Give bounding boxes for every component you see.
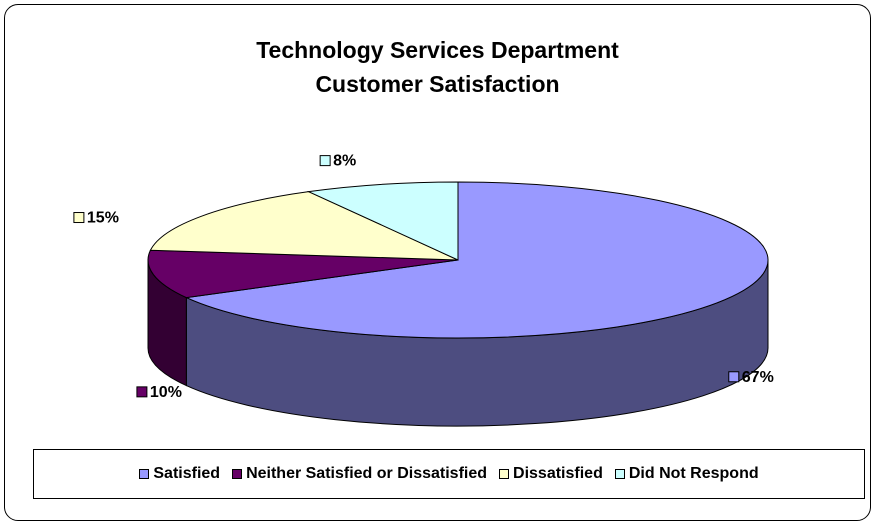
pie-label-did-not-respond: 8% <box>319 153 356 170</box>
legend-swatch-satisfied <box>139 469 150 479</box>
pie-label-swatch-satisfied <box>728 371 740 383</box>
pie-label-neither: 10% <box>136 384 182 401</box>
pie-label-text-did-not-respond: 8% <box>333 153 356 170</box>
legend-item-dissatisfied: Dissatisfied <box>499 465 603 483</box>
chart-title-line-2: Customer Satisfaction <box>315 71 560 97</box>
legend-label-neither: Neither Satisfied or Dissatisfied <box>246 465 488 482</box>
pie-slice-did-not-respond <box>306 181 459 261</box>
pie-slice-satisfied <box>184 181 769 339</box>
pie-data-labels: 67% 10% 15% 8% <box>73 153 774 401</box>
pie-label-dissatisfied: 15% <box>73 210 119 227</box>
pie-label-swatch-dissatisfied <box>73 212 85 224</box>
pie-label-text-dissatisfied: 15% <box>87 210 119 227</box>
pie-label-satisfied: 67% <box>728 369 774 386</box>
pie-side-walls <box>147 259 769 427</box>
pie-top-slices <box>147 181 769 339</box>
legend-label-dissatisfied: Dissatisfied <box>513 465 603 482</box>
legend-item-neither: Neither Satisfied or Dissatisfied <box>232 465 487 483</box>
pie-label-swatch-did-not-respond <box>319 155 331 167</box>
pie-chart: 67% 10% 15% 8% <box>73 153 774 427</box>
pie-label-swatch-neither <box>136 386 148 398</box>
chart-frame: Technology Services Department Customer … <box>4 4 871 521</box>
legend: Satisfied Neither Satisfied or Dissatisf… <box>33 449 865 499</box>
legend-label-did-not-respond: Did Not Respond <box>628 465 759 482</box>
pie-label-text-neither: 10% <box>150 384 182 401</box>
pie-label-text-satisfied: 67% <box>742 369 774 386</box>
chart-title-line-1: Technology Services Department <box>256 37 619 63</box>
legend-item-did-not-respond: Did Not Respond <box>614 465 759 483</box>
chart-title: Technology Services Department Customer … <box>5 33 870 101</box>
legend-item-satisfied: Satisfied <box>139 465 220 483</box>
legend-swatch-did-not-respond <box>614 469 625 479</box>
pie-slice-neither <box>147 249 459 299</box>
legend-label-satisfied: Satisfied <box>153 465 221 482</box>
legend-swatch-neither <box>232 469 243 479</box>
pie-slice-dissatisfied <box>149 191 459 261</box>
legend-swatch-dissatisfied <box>499 469 510 479</box>
